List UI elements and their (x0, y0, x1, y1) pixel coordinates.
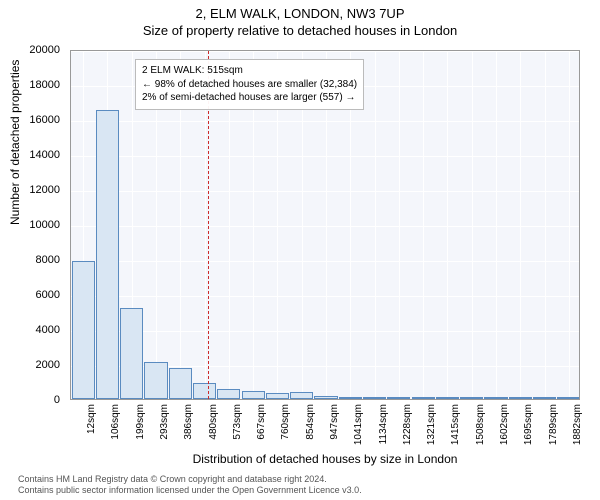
histogram-bar (557, 397, 580, 399)
x-axis-label: Distribution of detached houses by size … (70, 452, 580, 466)
footer-attribution: Contains HM Land Registry data © Crown c… (18, 474, 362, 497)
histogram-bar (217, 389, 240, 400)
gridline-v (375, 51, 376, 399)
title-address: 2, ELM WALK, LONDON, NW3 7UP (0, 0, 600, 21)
gridline-v (472, 51, 473, 399)
y-tick-label: 6000 (36, 289, 60, 301)
histogram-bar (193, 383, 216, 399)
histogram-bar (533, 397, 556, 399)
x-tick-label: 106sqm (110, 404, 121, 440)
histogram-bar (363, 397, 386, 399)
x-tick-label: 12sqm (86, 404, 97, 434)
x-tick-label: 1882sqm (572, 404, 583, 445)
x-tick-label: 1602sqm (499, 404, 510, 445)
x-tick-label: 1228sqm (402, 404, 413, 445)
gridline-v (496, 51, 497, 399)
gridline-h (71, 331, 579, 332)
x-tick-label: 1321sqm (426, 404, 437, 445)
histogram-bar (266, 393, 289, 399)
gridline-v (399, 51, 400, 399)
y-tick-label: 20000 (29, 44, 60, 56)
histogram-bar (72, 261, 95, 399)
annotation-line-2: ← 98% of detached houses are smaller (32… (142, 78, 357, 92)
gridline-h (71, 51, 579, 52)
gridline-v (545, 51, 546, 399)
histogram-bar (96, 110, 119, 399)
x-tick-label: 947sqm (329, 404, 340, 440)
x-axis-ticks: 12sqm 106sqm 199sqm 293sqm 386sqm 480sqm 573sq… (70, 400, 580, 460)
x-tick-label: 480sqm (208, 404, 219, 440)
histogram-bar (412, 397, 435, 399)
x-tick-label: 667sqm (256, 404, 267, 440)
annotation-box: 2 ELM WALK: 515sqm ← 98% of detached hou… (135, 59, 364, 110)
title-subtitle: Size of property relative to detached ho… (0, 21, 600, 38)
y-tick-label: 16000 (29, 114, 60, 126)
histogram-bar (290, 392, 313, 399)
x-tick-label: 293sqm (159, 404, 170, 440)
x-tick-label: 573sqm (232, 404, 243, 440)
x-tick-label: 760sqm (280, 404, 291, 440)
y-tick-label: 10000 (29, 219, 60, 231)
histogram-bar (120, 308, 143, 399)
x-tick-label: 1415sqm (450, 404, 461, 445)
gridline-h (71, 226, 579, 227)
y-axis-ticks: 0200040006000800010000120001400016000180… (0, 50, 66, 400)
histogram-bar (436, 397, 459, 399)
x-tick-label: 1134sqm (378, 404, 389, 444)
footer-line-1: Contains HM Land Registry data © Crown c… (18, 474, 362, 485)
gridline-h (71, 156, 579, 157)
gridline-h (71, 191, 579, 192)
y-tick-label: 8000 (36, 254, 60, 266)
y-tick-label: 14000 (29, 149, 60, 161)
histogram-bar (144, 362, 167, 399)
gridline-v (423, 51, 424, 399)
x-tick-label: 386sqm (183, 404, 194, 440)
x-tick-label: 1508sqm (475, 404, 486, 445)
footer-line-2: Contains public sector information licen… (18, 485, 362, 496)
histogram-bar (339, 397, 362, 399)
histogram-bar (484, 397, 507, 399)
gridline-v (569, 51, 570, 399)
y-tick-label: 18000 (29, 79, 60, 91)
histogram-bar (242, 391, 265, 399)
histogram-bar (509, 397, 532, 399)
annotation-line-3: 2% of semi-detached houses are larger (5… (142, 91, 357, 105)
histogram-bar (460, 397, 483, 399)
x-tick-label: 1789sqm (548, 404, 559, 445)
chart-container: 2, ELM WALK, LONDON, NW3 7UP Size of pro… (0, 0, 600, 500)
y-tick-label: 2000 (36, 359, 60, 371)
gridline-h (71, 296, 579, 297)
x-tick-label: 199sqm (135, 404, 146, 440)
plot-area: 2 ELM WALK: 515sqm ← 98% of detached hou… (70, 50, 580, 400)
histogram-bar (314, 396, 337, 400)
y-tick-label: 4000 (36, 324, 60, 336)
gridline-h (71, 121, 579, 122)
gridline-v (447, 51, 448, 399)
y-tick-label: 0 (54, 394, 60, 406)
y-tick-label: 12000 (29, 184, 60, 196)
histogram-bar (169, 368, 192, 399)
gridline-v (520, 51, 521, 399)
x-tick-label: 1695sqm (523, 404, 534, 445)
annotation-line-1: 2 ELM WALK: 515sqm (142, 64, 357, 78)
gridline-h (71, 261, 579, 262)
histogram-bar (387, 397, 410, 399)
x-tick-label: 1041sqm (353, 404, 364, 445)
x-tick-label: 854sqm (305, 404, 316, 440)
